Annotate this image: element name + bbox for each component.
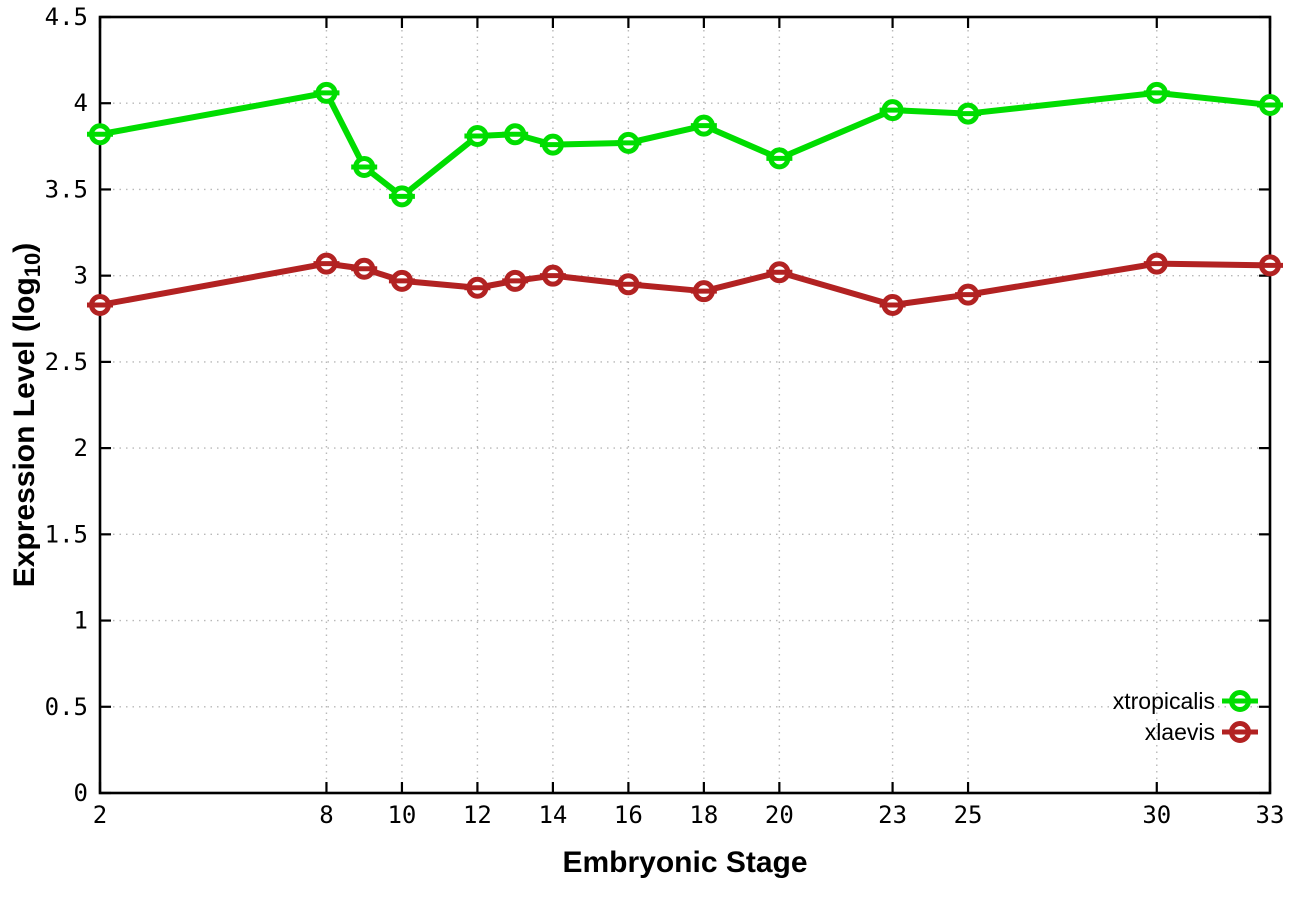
series-line-xtropicalis — [97, 89, 1273, 200]
x-tick-label: 10 — [387, 801, 416, 829]
y-tick-label: 1.5 — [45, 520, 88, 548]
y-tick-label: 2.5 — [45, 348, 88, 376]
y-tick-label: 3 — [74, 262, 88, 290]
x-tick-label: 14 — [538, 801, 567, 829]
legend-label-xlaevis: xlaevis — [1145, 719, 1215, 745]
y-tick-label: 2 — [74, 434, 88, 462]
x-tick-label: 2 — [93, 801, 107, 829]
y-tick-label: 3.5 — [45, 175, 88, 203]
x-tick-label: 8 — [319, 801, 333, 829]
y-tick-label: 0 — [74, 779, 88, 807]
y-axis-title: Expression Level (log10) — [8, 242, 45, 588]
series-line-xlaevis — [97, 260, 1273, 308]
x-tick-label: 20 — [765, 801, 794, 829]
x-tick-label: 25 — [954, 801, 983, 829]
x-axis-title: Embryonic Stage — [562, 846, 808, 879]
y-tick-label: 4 — [74, 89, 88, 117]
legend-label-xtropicalis: xtropicalis — [1113, 688, 1215, 714]
plot-border — [98, 15, 1272, 795]
y-tick-label: 0.5 — [45, 693, 88, 721]
x-tick-label: 33 — [1256, 801, 1285, 829]
x-tick-label: 18 — [689, 801, 718, 829]
y-tick-label: 4.5 — [45, 3, 88, 31]
x-tick-label: 30 — [1142, 801, 1171, 829]
x-tick-label: 12 — [463, 801, 492, 829]
y-axis-title-subscript: 10 — [20, 252, 45, 278]
y-tick-label: 1 — [74, 607, 88, 635]
x-tick-label: 23 — [878, 801, 907, 829]
x-tick-label: 16 — [614, 801, 643, 829]
